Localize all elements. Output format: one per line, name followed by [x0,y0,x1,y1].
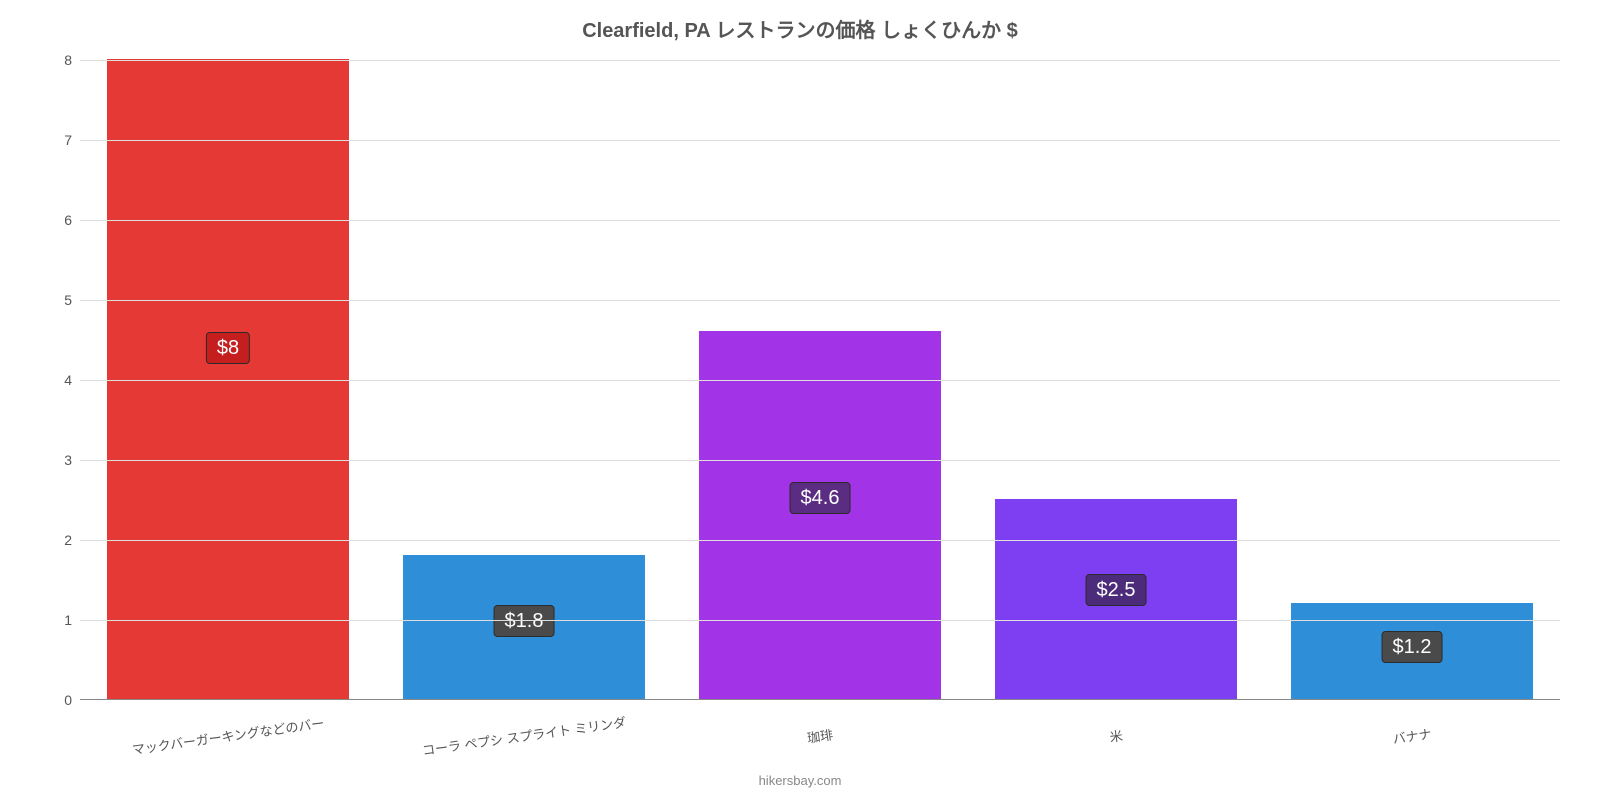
x-tick-label: 米 [1108,725,1124,746]
y-tick-label: 2 [46,532,72,548]
y-tick-label: 8 [46,52,72,68]
bar [107,59,350,699]
gridline [80,380,1560,381]
value-badge: $2.5 [1086,574,1147,606]
gridline [80,540,1560,541]
value-badge: $8 [206,332,250,364]
x-tick-label: バナナ [1391,723,1432,747]
x-tick-label: 珈琲 [806,724,834,746]
gridline [80,60,1560,61]
gridline [80,460,1560,461]
y-tick-label: 1 [46,612,72,628]
y-tick-label: 3 [46,452,72,468]
gridline [80,620,1560,621]
bar [699,331,942,699]
chart-caption: hikersbay.com [0,773,1600,788]
y-tick-label: 4 [46,372,72,388]
gridline [80,140,1560,141]
value-badge: $4.6 [790,482,851,514]
y-tick-label: 5 [46,292,72,308]
x-tick-label: マックバーガーキングなどのバー [131,713,326,759]
x-tick-label: コーラ ペプシ スプライト ミリンダ [421,712,627,759]
plot-area: $8$1.8$4.6$2.5$1.2 012345678マックバーガーキングなど… [80,60,1560,700]
chart-title: Clearfield, PA レストランの価格 しょくひんか $ [0,14,1600,43]
price-bar-chart: Clearfield, PA レストランの価格 しょくひんか $ $8$1.8$… [0,0,1600,800]
gridline [80,220,1560,221]
value-badge: $1.2 [1382,631,1443,663]
y-tick-label: 7 [46,132,72,148]
y-tick-label: 0 [46,692,72,708]
gridline [80,300,1560,301]
y-tick-label: 6 [46,212,72,228]
